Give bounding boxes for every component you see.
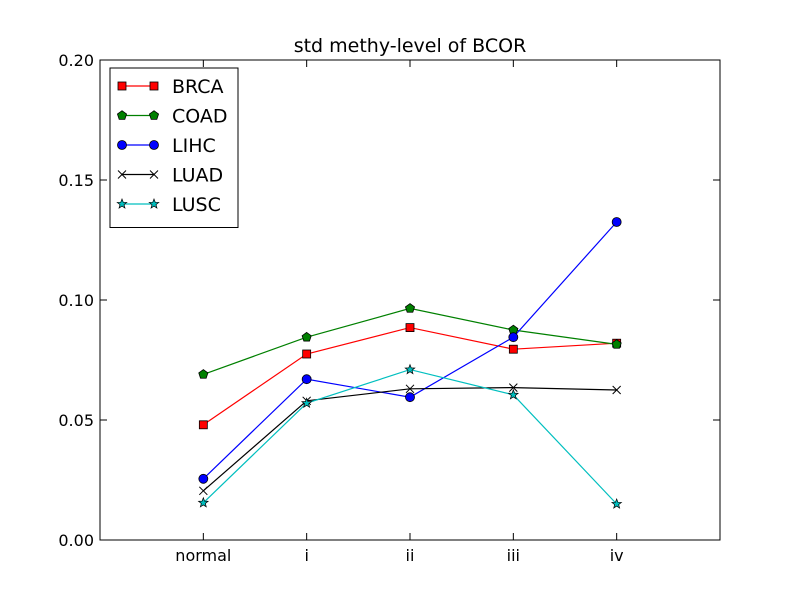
data-point-lihc (611, 217, 622, 227)
legend: BRCA COAD LIHC LUAD LUSC (109, 67, 239, 228)
legend-marker-lusc (116, 197, 128, 209)
legend-label-luad: LUAD (172, 165, 223, 187)
data-point-lusc (404, 363, 416, 375)
data-point-coad (611, 339, 622, 349)
data-point-luad (612, 385, 622, 395)
data-point-brca (302, 349, 312, 359)
data-point-coad (198, 369, 209, 379)
legend-marker-coad (116, 110, 128, 120)
data-point-lusc (197, 496, 210, 508)
data-point-luad (508, 383, 518, 392)
data-point-lihc (508, 332, 519, 343)
data-point-luad (198, 486, 208, 496)
legend-marker-lihc (149, 140, 159, 150)
legend-marker-luad (117, 170, 127, 179)
legend-label-lusc: LUSC (172, 194, 221, 216)
x-tick-label: iv (610, 546, 624, 565)
data-point-lusc (507, 388, 520, 400)
y-tick-label: 0.00 (58, 531, 94, 550)
data-point-brca (198, 420, 208, 430)
data-point-lusc (610, 498, 623, 509)
data-point-lihc (198, 473, 209, 484)
chart-title: std methy-level of BCOR (294, 35, 527, 57)
data-point-brca (508, 344, 518, 354)
data-point-coad (301, 331, 312, 342)
series-lines (202, 221, 618, 505)
legend-label-lihc: LIHC (172, 135, 216, 157)
data-point-lusc (300, 397, 313, 409)
y-tick-label: 0.10 (58, 291, 94, 310)
data-point-luad (405, 384, 415, 394)
series-line-brca (202, 326, 617, 426)
legend-marker-coad (148, 110, 160, 120)
y-tick-label: 0.15 (58, 171, 94, 190)
legend-marker-lusc (148, 197, 160, 209)
y-tick-label: 0.20 (58, 51, 94, 70)
legend-marker-luad (149, 170, 159, 179)
legend-label-coad: COAD (172, 106, 228, 128)
data-point-lihc (405, 392, 415, 403)
legend-label-brca: BRCA (172, 76, 224, 98)
y-tick-label: 0.05 (58, 411, 94, 430)
series-markers (197, 217, 623, 509)
x-tick-label: iii (507, 546, 520, 565)
data-point-brca (405, 323, 415, 333)
x-tick-label: normal (175, 546, 231, 565)
data-point-coad (404, 303, 416, 313)
legend-marker-brca (117, 81, 127, 91)
x-tick-label: i (304, 546, 308, 565)
legend-marker-brca (149, 81, 159, 91)
x-tick-label: ii (406, 546, 415, 565)
data-point-lihc (301, 374, 312, 385)
legend-box (109, 67, 239, 228)
series-line-lihc (202, 221, 618, 480)
legend-marker-lihc (117, 140, 127, 150)
